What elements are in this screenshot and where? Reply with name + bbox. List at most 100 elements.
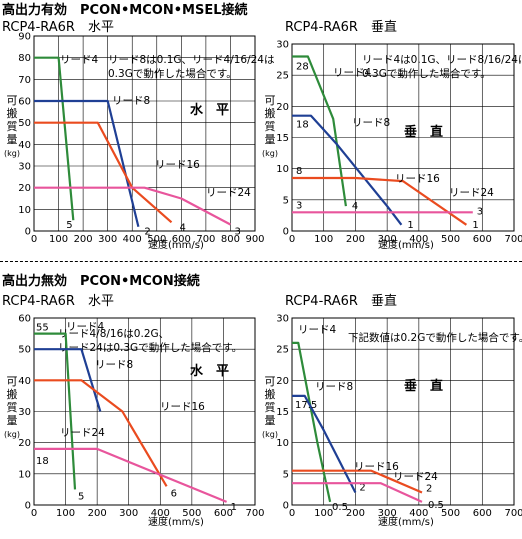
- y-tick-label: 60: [18, 97, 31, 108]
- series-line-pink: [34, 186, 231, 226]
- y-tick-label: 20: [276, 102, 289, 113]
- y-tick-label: 25: [276, 345, 289, 356]
- section-divider: [0, 261, 522, 262]
- plot-frame: [33, 35, 256, 232]
- plot-frame: [291, 317, 515, 506]
- x-axis-label: 速度(mm/s): [378, 238, 434, 251]
- x-tick-label: 700: [245, 508, 264, 519]
- y-tick-label: 80: [18, 53, 31, 64]
- series-line-orange: [34, 121, 173, 224]
- chart-3: 0 100 200 300 400 500 600 700 0 5 10 15 20 25 30 速度(mm/…: [262, 314, 522, 529]
- series-end-value: 3: [234, 227, 240, 238]
- series-label: リード8: [315, 381, 353, 393]
- chart-title-top-left: RCP4-RA6R 水平: [2, 20, 114, 35]
- chart-title-top-right: RCP4-RA6R 垂直: [285, 20, 397, 35]
- series-label: リード16: [354, 461, 399, 473]
- y-axis-label: 可搬質量(kg): [262, 375, 278, 439]
- series-end-value: 2: [144, 227, 150, 238]
- x-tick-label: 400: [151, 508, 170, 519]
- series-start-value: 28: [296, 61, 309, 72]
- x-tick-label: 400: [123, 234, 142, 245]
- series-label: リード4: [66, 321, 104, 333]
- x-tick-label: 300: [378, 508, 397, 519]
- x-tick-label: 0: [31, 234, 37, 245]
- series-end-value: 2: [359, 483, 365, 494]
- series-end-value: 4: [180, 222, 186, 233]
- y-tick-label: 0: [283, 227, 289, 238]
- series-end-value: 3: [477, 206, 483, 217]
- series-end-value: 1: [231, 502, 237, 513]
- x-tick-label: 100: [314, 234, 333, 245]
- y-tick-label: 60: [18, 314, 31, 325]
- series-start-value: 18: [36, 456, 49, 467]
- y-tick-label: 0: [25, 227, 31, 238]
- orientation-label: 水 平: [190, 102, 229, 118]
- y-tick-label: 90: [18, 32, 31, 43]
- series-label: リード8: [95, 359, 133, 371]
- x-tick-label: 600: [214, 508, 233, 519]
- series-line-green: [292, 55, 347, 207]
- chart-1: 0 100 200 300 400 500 600 700 0 5 10 15 20 25 30 速度(mm/…: [262, 40, 522, 252]
- y-tick-label: 30: [18, 162, 31, 173]
- orientation-label: 垂 直: [404, 124, 443, 140]
- y-tick-label: 10: [276, 438, 289, 449]
- series-end-value: 2: [426, 484, 432, 495]
- y-axis-label: 可搬質量(kg): [4, 375, 20, 439]
- orientation-label: 水 平: [190, 363, 229, 379]
- y-tick-label: 5: [283, 195, 289, 206]
- series-label: リード24: [206, 187, 251, 199]
- y-tick-label: 15: [276, 407, 289, 418]
- y-axis-label: 可搬質量(kg): [4, 94, 20, 158]
- series-label: リード16: [155, 159, 200, 171]
- x-tick-label: 300: [119, 508, 138, 519]
- x-tick-label: 100: [314, 508, 333, 519]
- chart-title-bottom-left: RCP4-RA6R 水平: [2, 294, 114, 309]
- series-end-value: 1: [472, 220, 478, 231]
- plot-frame: [33, 317, 256, 506]
- y-tick-label: 70: [18, 75, 31, 86]
- orientation-label: 垂 直: [404, 378, 443, 394]
- y-axis-label: 可搬質量(kg): [262, 94, 278, 158]
- series-end-value: 0.5: [428, 500, 444, 511]
- x-tick-label: 800: [221, 234, 240, 245]
- x-tick-label: 0: [289, 508, 295, 519]
- series-line-orange: [34, 379, 168, 487]
- series-line-pink: [34, 447, 228, 503]
- y-tick-label: 50: [18, 345, 31, 356]
- y-tick-label: 0: [283, 501, 289, 512]
- y-tick-label: 10: [18, 205, 31, 216]
- x-tick-label: 200: [346, 508, 365, 519]
- y-tick-label: 20: [276, 376, 289, 387]
- series-label: リード24: [449, 187, 494, 199]
- y-tick-label: 30: [18, 407, 31, 418]
- x-tick-label: 400: [409, 508, 428, 519]
- y-tick-label: 50: [18, 118, 31, 129]
- series-line-blue: [34, 99, 140, 227]
- series-end-value: 5: [66, 220, 72, 231]
- series-label: リード4: [333, 67, 371, 79]
- chart-note-line: リード4/8/16は0.2G、: [58, 328, 169, 340]
- x-tick-label: 300: [98, 234, 117, 245]
- series-label: リード24: [393, 471, 438, 483]
- x-tick-label: 600: [473, 508, 492, 519]
- x-axis-label: 速度(mm/s): [378, 515, 434, 528]
- chart-title-bottom-right: RCP4-RA6R 垂直: [285, 294, 397, 309]
- series-start-value: 3: [296, 200, 302, 211]
- x-tick-label: 500: [182, 508, 201, 519]
- x-tick-label: 900: [245, 234, 264, 245]
- y-tick-label: 10: [276, 164, 289, 175]
- series-label: リード16: [395, 173, 440, 185]
- x-tick-label: 400: [409, 234, 428, 245]
- series-line-green: [34, 332, 77, 490]
- x-tick-label: 0: [289, 234, 295, 245]
- x-tick-label: 500: [441, 508, 460, 519]
- series-line-orange: [292, 176, 468, 226]
- x-tick-label: 100: [49, 234, 68, 245]
- y-tick-label: 20: [18, 438, 31, 449]
- chart-note-line: リード8は0.1G、リード4/16/24は: [108, 54, 275, 66]
- series-line-green: [292, 341, 332, 503]
- y-tick-label: 10: [18, 469, 31, 480]
- series-start-value: 55: [36, 323, 49, 334]
- series-label: リード4: [60, 54, 98, 66]
- series-label: リード24: [60, 427, 105, 439]
